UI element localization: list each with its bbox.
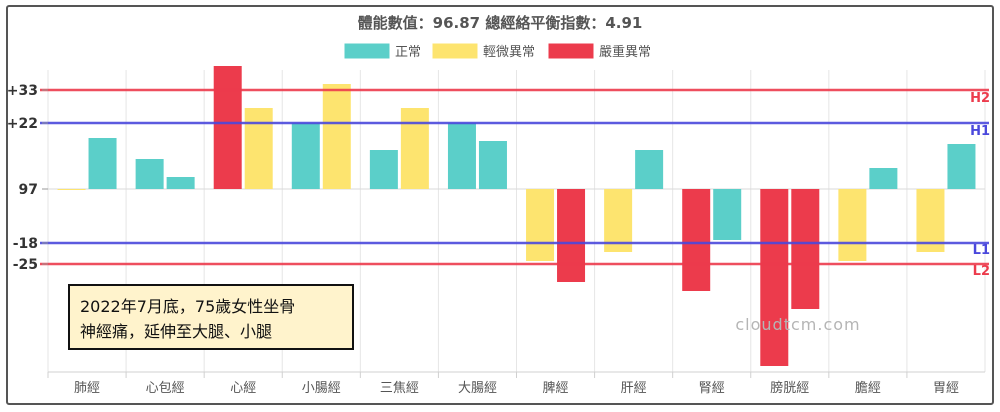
y-tick-label: 97 [19,182,38,198]
x-tick-label: 心包經 [146,381,185,396]
bar-膽經-0[interactable] [838,189,867,261]
legend: 正常 輕微異常 嚴重異常 [344,43,651,60]
x-tick-label: 膽經 [855,381,881,396]
y-tick-label: +33 [7,83,38,99]
bar-肺經-1[interactable] [88,138,117,189]
x-tick-label: 大腸經 [458,381,497,396]
bar-三焦經-1[interactable] [400,108,429,189]
bar-心經-0[interactable] [213,66,242,189]
bar-脾經-1[interactable] [557,189,586,282]
bar-大腸經-1[interactable] [478,141,507,189]
x-tick-label: 肝經 [621,381,647,396]
y-tick-label: +22 [7,116,38,132]
bar-心包經-0[interactable] [135,159,164,189]
bar-心經-1[interactable] [244,108,273,189]
x-tick-label: 脾經 [543,381,569,396]
legend-label-1[interactable]: 輕微異常 [483,45,535,60]
annotation-line-1: 2022年7月底，75歲女性坐骨 [80,297,296,316]
ref-line-label-L2: L2 [973,264,990,279]
y-tick-label: -25 [13,257,38,273]
bar-脾經-0[interactable] [526,189,555,261]
annotation-box: 2022年7月底，75歲女性坐骨 神經痛，延伸至大腿、小腿 [68,284,354,350]
x-tick-label: 心經 [230,381,256,396]
legend-swatch-1[interactable] [432,43,478,59]
bar-胃經-1[interactable] [947,144,976,189]
bar-肝經-0[interactable] [604,189,633,252]
x-tick-label: 腎經 [699,381,725,396]
chart-title: 體能數值：96.87 總經絡平衡指數：4.91 [358,14,643,32]
watermark: cloudtcm.com [735,315,860,334]
bar-腎經-0[interactable] [682,189,711,291]
bar-小腸經-0[interactable] [291,123,320,189]
y-axis: +33 +22 -18 -25 97 [7,83,48,273]
bar-膽經-1[interactable] [869,168,898,189]
bars [57,66,976,366]
x-tick-label: 胃經 [933,381,959,396]
annotation-line-2: 神經痛，延伸至大腿、小腿 [80,322,273,341]
x-axis: 肺經 心包經 心經 小腸經 三焦經 大腸經 脾經 肝經 腎經 膀胱經 膽經 胃經 [47,372,959,396]
ref-line-label-H1: H1 [970,124,990,139]
legend-label-2[interactable]: 嚴重異常 [599,44,651,60]
ref-line-label-L1: L1 [973,243,990,258]
bar-心包經-1[interactable] [166,177,195,189]
x-tick-label: 小腸經 [302,381,341,396]
reference-lines: H2 H1 L1 L2 [40,88,990,279]
bar-胃經-0[interactable] [916,189,945,252]
bar-膀胱經-0[interactable] [760,189,789,366]
legend-swatch-2[interactable] [548,43,594,59]
bar-腎經-1[interactable] [713,189,742,240]
bar-肝經-1[interactable] [635,150,664,189]
legend-label-0[interactable]: 正常 [395,45,421,60]
bar-膀胱經-1[interactable] [791,189,820,309]
bar-小腸經-1[interactable] [322,84,351,189]
y-tick-label: -18 [13,236,38,252]
x-tick-label: 三焦經 [380,381,419,396]
bar-肺經-0[interactable] [57,189,86,190]
x-tick-label: 膀胱經 [770,380,809,396]
x-tick-label: 肺經 [74,381,100,396]
bar-大腸經-0[interactable] [447,123,476,189]
bar-三焦經-0[interactable] [369,150,398,189]
grid [47,70,986,373]
legend-swatch-0[interactable] [344,43,390,59]
ref-line-label-H2: H2 [970,91,990,106]
